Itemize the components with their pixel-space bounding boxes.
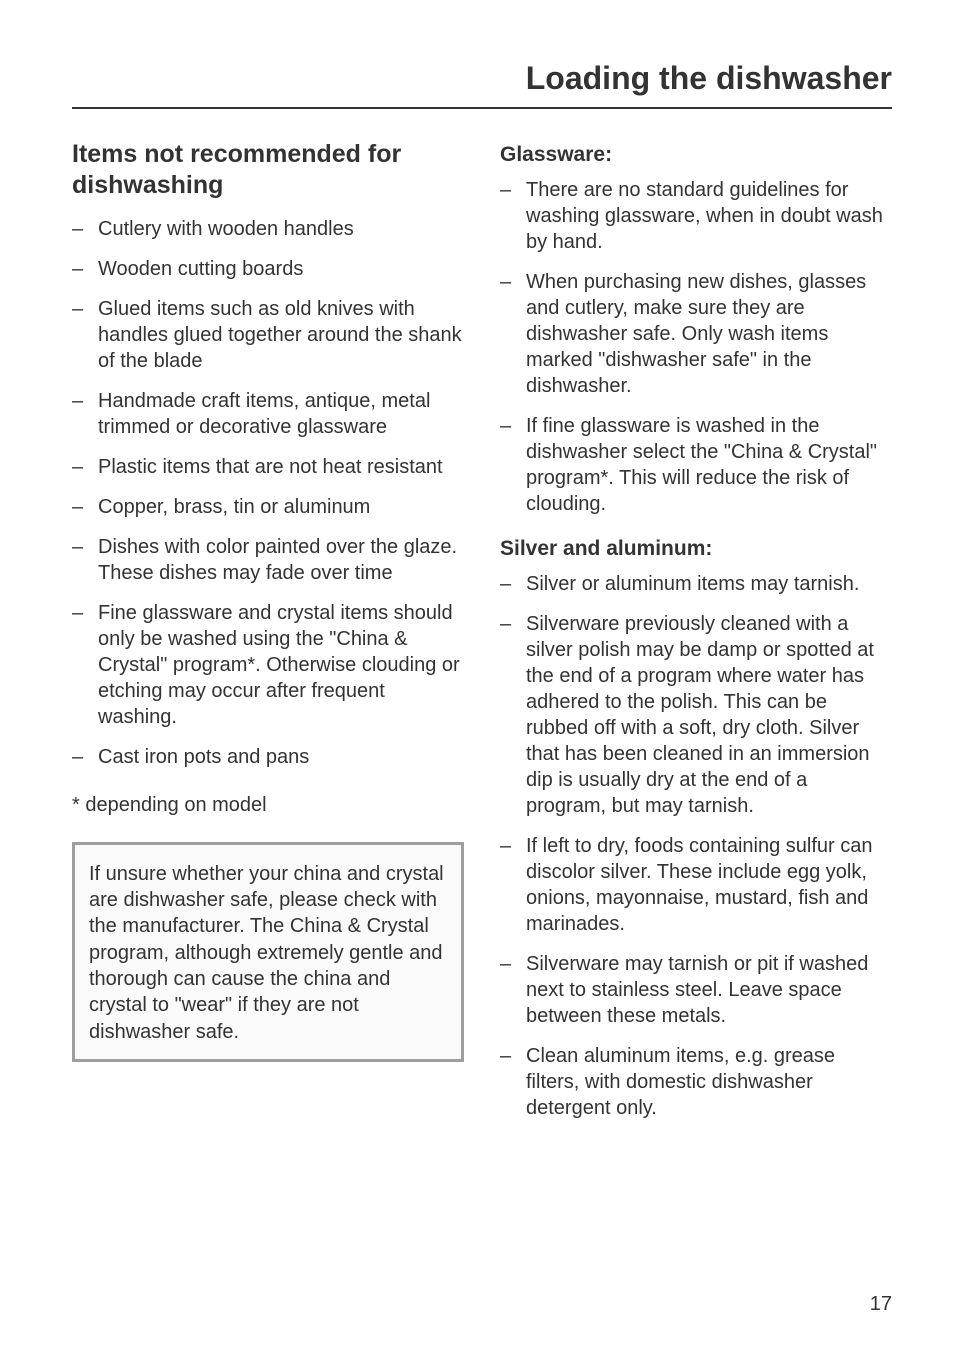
list-item: Silverware may tarnish or pit if washed … (500, 951, 892, 1029)
list-item: When purchasing new dishes, glasses and … (500, 269, 892, 399)
silver-list: Silver or aluminum items may tarnish. Si… (500, 571, 892, 1121)
not-recommended-list: Cutlery with wooden handles Wooden cutti… (72, 216, 464, 770)
list-item: Glued items such as old knives with hand… (72, 296, 464, 374)
list-item: Dishes with color painted over the glaze… (72, 534, 464, 586)
list-item: Silver or aluminum items may tarnish. (500, 571, 892, 597)
list-item: Silverware previously cleaned with a sil… (500, 611, 892, 819)
list-item: If fine glassware is washed in the dishw… (500, 413, 892, 517)
list-item: There are no standard guidelines for was… (500, 177, 892, 255)
footnote: * depending on model (72, 792, 464, 818)
list-item: Cast iron pots and pans (72, 744, 464, 770)
list-item: Fine glassware and crystal items should … (72, 600, 464, 730)
chapter-title: Loading the dishwasher (72, 60, 892, 97)
left-section-heading: Items not recommended for dishwashing (72, 139, 464, 202)
glassware-list: There are no standard guidelines for was… (500, 177, 892, 517)
page: Loading the dishwasher Items not recomme… (0, 0, 954, 1352)
header-rule (72, 107, 892, 109)
left-column: Items not recommended for dishwashing Cu… (72, 139, 464, 1135)
page-number: 17 (870, 1293, 892, 1316)
list-item: Clean aluminum items, e.g. grease filter… (500, 1043, 892, 1121)
list-item: Copper, brass, tin or aluminum (72, 494, 464, 520)
glassware-heading: Glassware: (500, 143, 892, 167)
two-column-layout: Items not recommended for dishwashing Cu… (72, 139, 892, 1135)
list-item: If left to dry, foods containing sulfur … (500, 833, 892, 937)
silver-heading: Silver and aluminum: (500, 537, 892, 561)
list-item: Handmade craft items, antique, metal tri… (72, 388, 464, 440)
list-item: Wooden cutting boards (72, 256, 464, 282)
list-item: Plastic items that are not heat resistan… (72, 454, 464, 480)
right-column: Glassware: There are no standard guideli… (500, 139, 892, 1135)
list-item: Cutlery with wooden handles (72, 216, 464, 242)
note-box: If unsure whether your china and crystal… (72, 842, 464, 1063)
